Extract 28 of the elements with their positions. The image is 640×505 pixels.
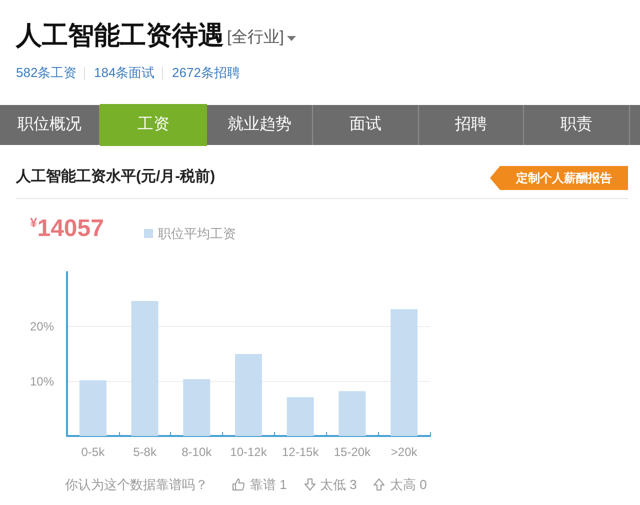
text: [全行业] [227,29,284,46]
bar [79,380,106,436]
text: 582条工资 [16,65,77,80]
x-tick-label: 0-5k [81,445,106,459]
bar [183,379,210,436]
text: 2672条招聘 [172,65,240,80]
x-tick-label: 15-20k [334,445,372,459]
text: 太高 0 [390,477,427,492]
text: ¥14057 [30,215,104,242]
text: 你认为这个数据靠谱吗？ [65,477,208,492]
bar [286,397,314,436]
bar [235,354,262,436]
bar [338,391,366,436]
x-tick-label: 5-8k [133,445,158,459]
x-tick-label: 12-15k [282,445,320,459]
x-tick-label: 10-12k [230,445,268,459]
y-tick-label: 20% [30,320,54,334]
text: 184条面试 [94,65,155,80]
text: 靠谱 1 [250,477,287,492]
x-tick-label: >20k [390,445,418,459]
x-tick-label: 8-10k [182,445,213,459]
chart-subtitle: 人工智能工资水平(元/月-税前) [16,168,216,185]
bar [390,309,418,436]
y-tick-label: 10% [30,374,54,388]
bar [131,300,158,436]
chart-title: 人工智能工资待遇 [16,20,224,50]
text: 太低 3 [320,477,357,492]
legend-label: 职位平均工资 [158,226,236,241]
